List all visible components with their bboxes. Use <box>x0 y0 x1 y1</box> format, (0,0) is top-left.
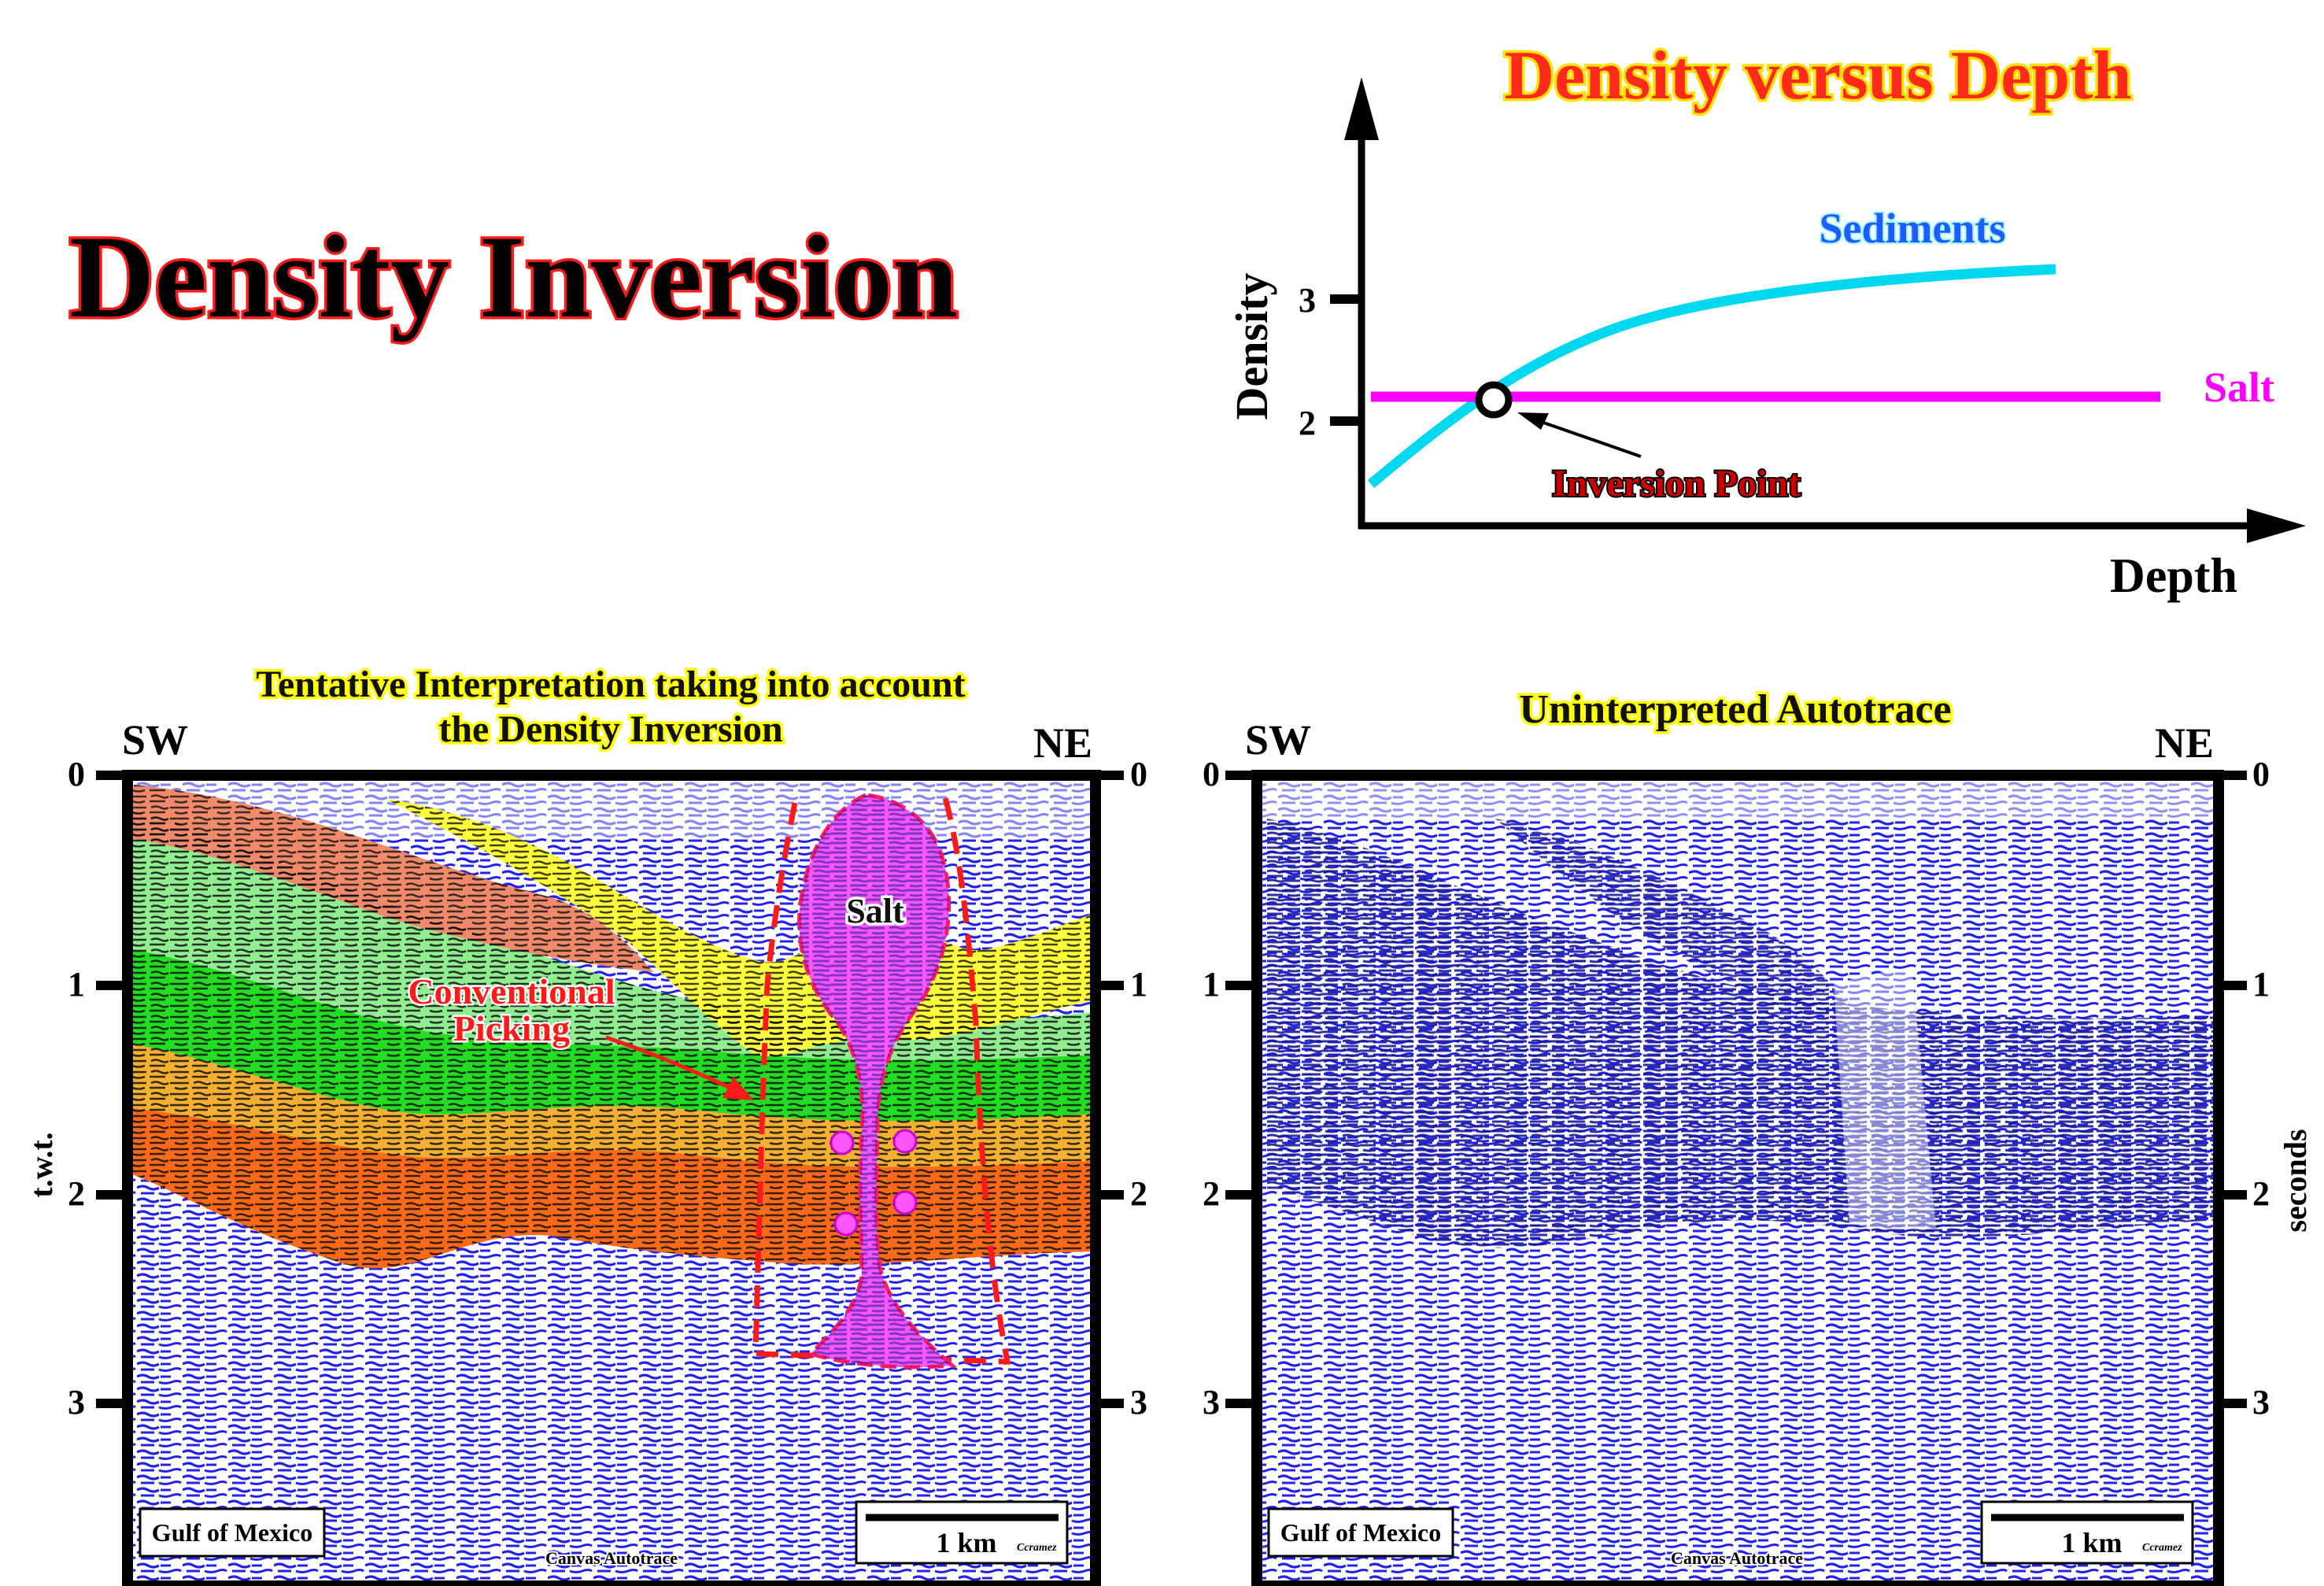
salt-envelope-dashed <box>752 794 1011 1365</box>
left-right-tick-label-0: 0 <box>1130 755 1147 793</box>
graph-tick-label-2: 2 <box>1299 404 1316 442</box>
right-left-tick-label-0: 0 <box>1203 755 1220 793</box>
inversion-pointer-line <box>1534 418 1642 458</box>
left-scale-box <box>855 1500 1069 1565</box>
left-panel-ne-label: NE <box>1033 719 1092 767</box>
graph-y-axis-label: Density <box>1226 273 1277 420</box>
left-location-box <box>139 1507 326 1558</box>
left-panel-sw-label: SW <box>122 716 188 763</box>
right-panel-title: Uninterpreted Autotrace <box>1519 687 1951 732</box>
graph-y-axis-arrow <box>1344 77 1379 140</box>
right-location-box <box>1267 1507 1454 1558</box>
picking-label-line2: Picking <box>453 1008 570 1048</box>
right-left-tick-label-2: 2 <box>1203 1174 1220 1213</box>
right-left-tick-label-3: 3 <box>1203 1383 1220 1421</box>
inversion-pointer-arrow <box>1517 412 1549 430</box>
right-location-label: Gulf of Mexico <box>1280 1518 1441 1547</box>
right-panel-ne-label: NE <box>2155 719 2214 767</box>
left-panel-title-line1: Tentative Interpretation taking into acc… <box>256 664 965 705</box>
left-right-tick-label-3: 3 <box>1130 1383 1147 1421</box>
right-seismic-panel: Uninterpreted Autotrace SW NE 0 1 2 3 0 … <box>1203 685 2313 1586</box>
right-right-tick-label-2: 2 <box>2252 1174 2270 1213</box>
left-interpretation-layers <box>127 785 1095 1370</box>
left-axis-label-twt: t.w.t. <box>24 1132 59 1197</box>
right-axis-label-seconds: seconds <box>2278 1129 2313 1232</box>
inversion-point-label: Inversion Point <box>1552 463 1801 505</box>
graph-x-axis-label: Depth <box>2110 549 2237 603</box>
sediments-label: Sediments <box>1819 205 2005 252</box>
left-right-tick-label-2: 2 <box>1130 1174 1147 1213</box>
graph-tick-label-3: 3 <box>1299 281 1316 320</box>
main-title: Density Inversion <box>69 212 958 342</box>
right-seismic-top-haze <box>1257 775 2219 819</box>
left-tick-label-2: 2 <box>68 1174 85 1213</box>
right-scale-box <box>1980 1500 2194 1565</box>
salt-dot <box>892 1129 918 1154</box>
right-left-tick-label-1: 1 <box>1203 965 1220 1004</box>
salt-dot <box>829 1130 855 1155</box>
left-tick-label-1: 1 <box>68 965 85 1004</box>
left-location-label: Gulf of Mexico <box>152 1518 312 1547</box>
left-credit: Ccramez <box>1017 1542 1057 1554</box>
salt-dot <box>833 1211 859 1237</box>
right-disturbed-zone <box>1834 970 1936 1230</box>
salt-body-texture <box>799 795 952 1367</box>
right-reflection-band <box>1267 819 2219 1248</box>
left-scale-label: 1 km <box>936 1527 996 1558</box>
graph-x-axis-arrow <box>2247 508 2306 543</box>
left-tick-label-0: 0 <box>68 755 85 793</box>
right-right-tick-label-0: 0 <box>2252 755 2270 793</box>
left-panel-title-line2: the Density Inversion <box>438 708 782 750</box>
right-right-tick-label-3: 3 <box>2252 1383 2270 1421</box>
picking-arrow-line <box>605 1035 737 1092</box>
left-footer: Canvas Autotrace <box>545 1548 678 1568</box>
right-scale-label: 1 km <box>2061 1527 2122 1558</box>
left-tick-label-3: 3 <box>68 1383 85 1421</box>
salt-label: Salt <box>846 892 904 930</box>
right-right-tick-label-1: 1 <box>2252 965 2270 1004</box>
left-seismic-panel: Tentative Interpretation taking into acc… <box>24 661 1147 1586</box>
right-credit: Ccramez <box>2142 1542 2182 1554</box>
picking-label-line1: Conventional <box>408 971 615 1011</box>
right-footer: Canvas Autotrace <box>1671 1548 1803 1568</box>
inversion-point-marker <box>1475 381 1513 419</box>
left-right-tick-label-1: 1 <box>1130 965 1147 1004</box>
picking-arrow-head <box>722 1077 754 1100</box>
salt-dot <box>892 1190 918 1215</box>
salt-graph-label: Salt <box>2204 364 2274 411</box>
left-panel-frame <box>122 770 1101 1586</box>
sediments-curve <box>1367 264 2056 488</box>
graph-title: Density versus Depth <box>1505 38 2132 114</box>
right-panel-frame <box>1251 770 2224 1586</box>
density-depth-graph: Density versus Depth 3 2 Density Depth S… <box>1226 35 2306 603</box>
right-reflection-wedge <box>1495 819 1857 1023</box>
right-panel-sw-label: SW <box>1245 716 1311 763</box>
